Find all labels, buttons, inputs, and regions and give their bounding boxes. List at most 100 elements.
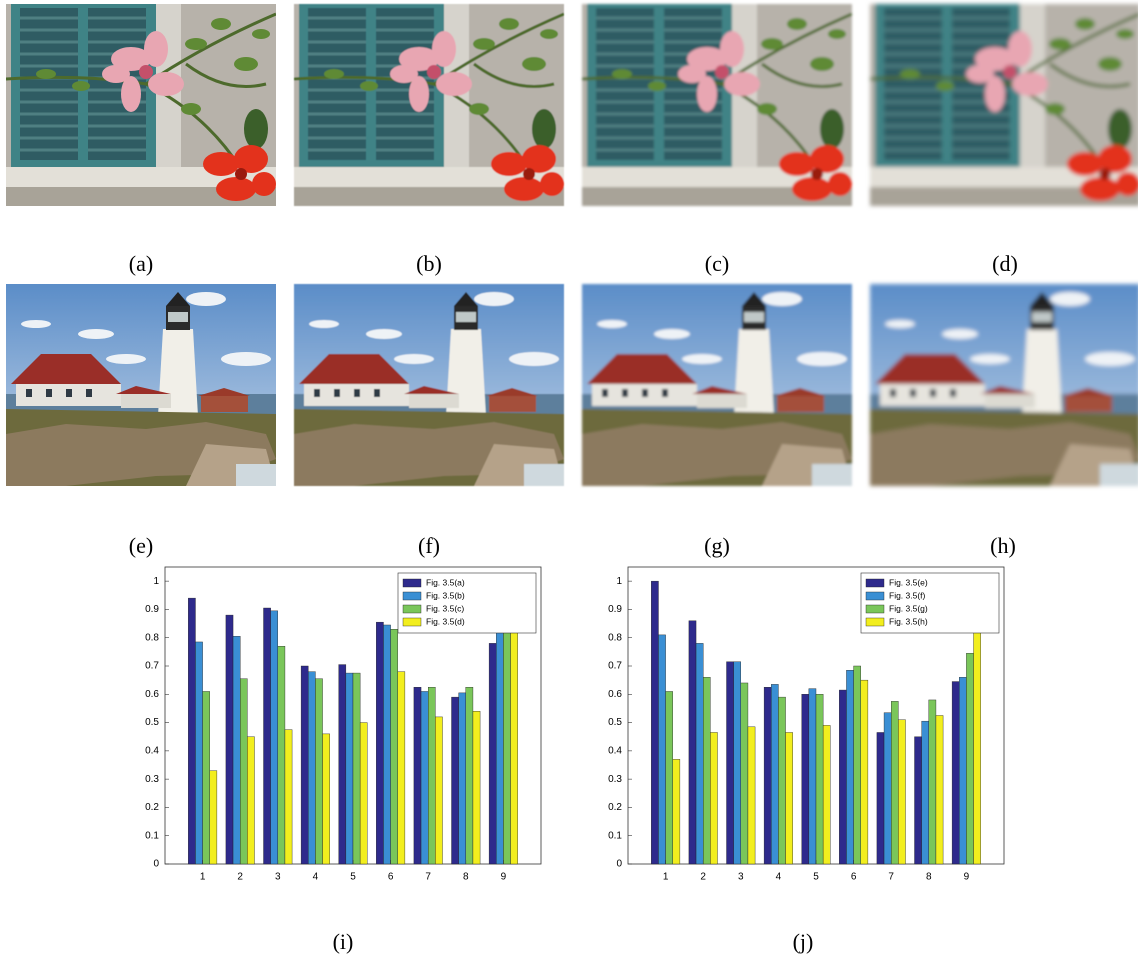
photo [870,4,1138,206]
bar [188,598,195,864]
bar [285,730,292,864]
bar [764,687,771,864]
bar [210,771,217,864]
chart-caption: (i) [333,929,354,954]
bar [959,677,966,864]
legend-label: Fig. 3.5(a) [426,577,465,587]
photo [6,284,276,486]
bar [846,670,853,864]
legend-label: Fig. 3.5(e) [889,577,928,587]
bar [353,673,360,864]
y-tick-label: 0.3 [145,774,159,785]
bar [301,666,308,864]
image-caption: (b) [416,251,442,276]
x-tick-label: 9 [501,872,507,883]
bar [195,642,202,864]
bar [741,683,748,864]
legend-swatch [403,592,421,600]
bar [398,672,405,864]
y-tick-label: 0.4 [608,745,622,756]
bar [922,721,929,864]
bar [421,691,428,864]
photo [582,284,852,486]
image-caption: (g) [704,533,730,558]
x-tick-label: 1 [663,872,669,883]
image-caption: (f) [418,533,440,558]
bar [929,700,936,864]
bar [414,687,421,864]
bar [452,697,459,864]
bar [816,694,823,864]
y-tick-label: 0.6 [145,689,159,700]
bar [489,643,496,864]
y-tick-label: 0.2 [145,802,159,813]
y-tick-label: 1 [616,576,622,587]
bar [233,636,240,864]
bar [496,632,503,864]
legend-swatch [403,579,421,587]
bar [966,653,973,864]
bar [854,666,861,864]
bar [391,629,398,864]
x-tick-label: 5 [350,872,356,883]
legend: Fig. 3.5(e)Fig. 3.5(f)Fig. 3.5(g)Fig. 3.… [861,573,999,633]
bar [203,691,210,864]
bar [247,737,254,864]
bar [778,697,785,864]
y-tick-label: 0.9 [145,604,159,615]
x-tick-label: 4 [776,872,782,883]
bar [459,693,466,864]
y-tick-label: 0.9 [608,604,622,615]
x-tick-label: 8 [926,872,932,883]
figure: (a)(b)(c)(d)(e)(f)(g)(h)00.10.20.30.40.5… [0,0,1138,963]
bar [240,679,247,864]
image-caption: (a) [129,251,153,276]
chart-caption: (j) [793,929,814,954]
bar [891,701,898,864]
bar [473,711,480,864]
bar [308,672,315,864]
image-caption: (h) [990,533,1016,558]
y-tick-label: 0.5 [145,717,159,728]
legend-swatch [866,618,884,626]
bar [877,732,884,864]
bar [658,635,665,864]
bar [360,723,367,864]
bar [727,662,734,864]
bar [315,679,322,864]
legend-label: Fig. 3.5(h) [889,616,928,626]
bar [323,734,330,864]
bar [936,716,943,865]
y-tick-label: 0.5 [608,717,622,728]
photo [6,4,276,206]
bar [666,691,673,864]
y-tick-label: 0 [616,859,622,870]
bar [651,581,658,864]
legend-swatch [866,605,884,613]
x-tick-label: 5 [813,872,819,883]
y-tick-label: 0.8 [608,632,622,643]
x-tick-label: 9 [964,872,970,883]
bar [339,665,346,864]
legend-label: Fig. 3.5(b) [426,590,465,600]
bar [809,689,816,864]
bar [974,619,981,864]
bar [696,643,703,864]
y-tick-label: 0.4 [145,745,159,756]
bar [278,646,285,864]
bar [861,680,868,864]
legend-swatch [866,579,884,587]
y-tick-label: 0.1 [145,830,159,841]
legend-label: Fig. 3.5(g) [889,603,928,613]
bar [689,621,696,864]
bar [952,682,959,864]
bar [823,725,830,864]
x-tick-label: 6 [388,872,394,883]
bar [734,662,741,864]
x-tick-label: 3 [738,872,744,883]
y-tick-label: 0.6 [608,689,622,700]
bar [786,732,793,864]
bar [264,608,271,864]
